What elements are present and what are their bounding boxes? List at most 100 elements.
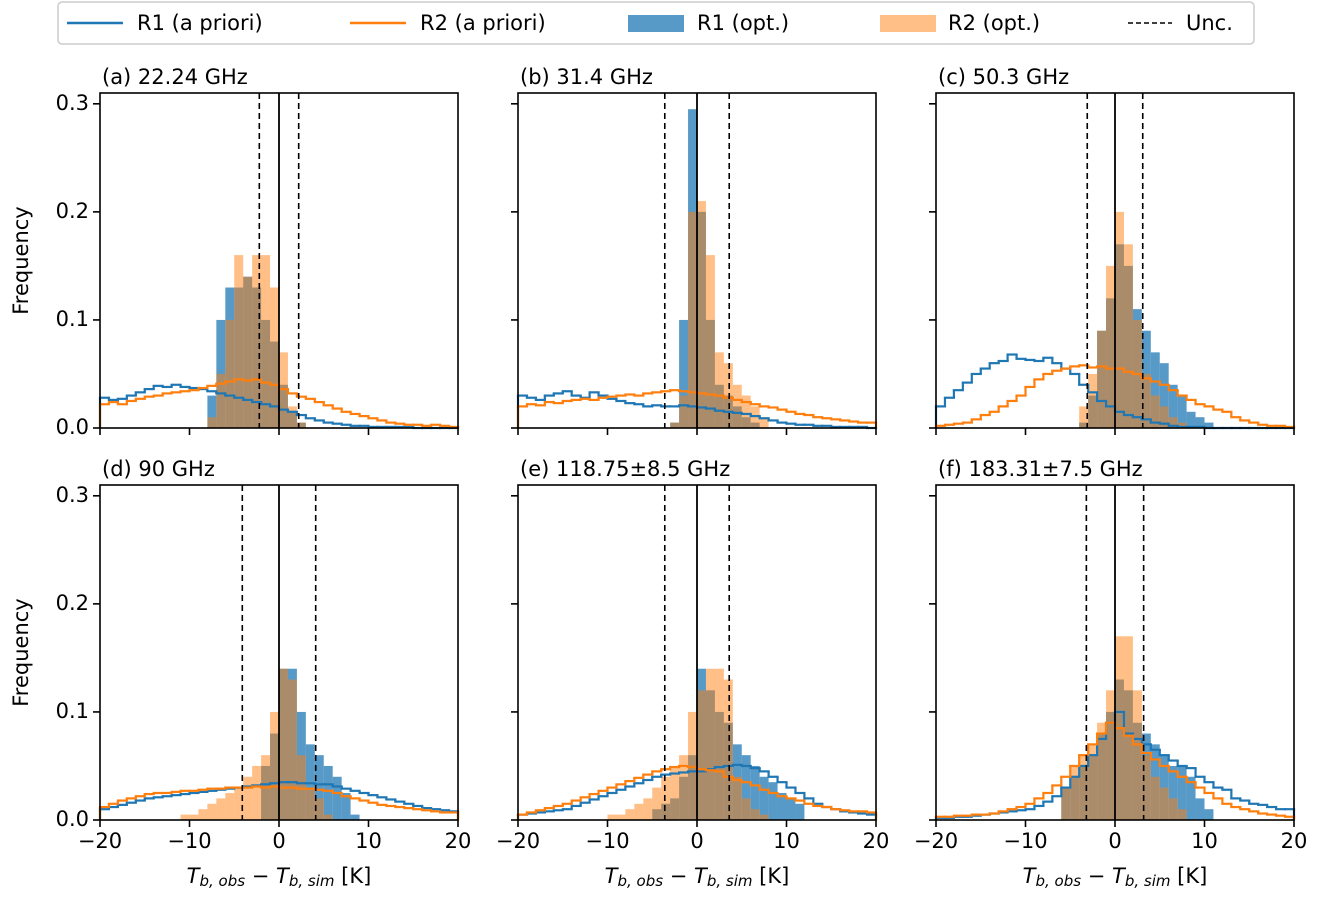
hist-bar bbox=[652, 787, 662, 820]
panel: −20 −10 0 10 20 (e) 118.75±8.5 GHz Tb, obs − T… bbox=[496, 457, 890, 890]
x-axis-label-part: [K] bbox=[753, 864, 790, 888]
x-tick-label: 20 bbox=[1281, 829, 1308, 853]
x-tick-label: 0 bbox=[690, 829, 703, 853]
x-axis-label-part: T bbox=[1023, 864, 1038, 888]
x-tick-label: −20 bbox=[78, 829, 122, 853]
hist-bar bbox=[1123, 636, 1133, 820]
panel-title: (b) 31.4 GHz bbox=[520, 65, 653, 89]
hist-bar bbox=[1177, 809, 1187, 820]
panel: 0.0 0.1 0.2 0.3 (a) 22.24 GHz Frequency bbox=[9, 65, 460, 439]
hist-bar bbox=[634, 803, 644, 820]
hist-bar bbox=[723, 679, 733, 820]
panel-title: (c) 50.3 GHz bbox=[938, 65, 1069, 89]
hist-bar bbox=[670, 422, 680, 428]
hist-bar bbox=[1177, 395, 1187, 428]
x-tick-label: −10 bbox=[167, 829, 211, 853]
hist-bar bbox=[1186, 776, 1196, 820]
hist-bar bbox=[1159, 787, 1169, 820]
hist-bar bbox=[1204, 422, 1214, 428]
hist-bar bbox=[679, 395, 689, 428]
legend-label: R2 (opt.) bbox=[948, 11, 1040, 35]
hist-bar bbox=[625, 809, 635, 820]
y-tick-label: 0.1 bbox=[56, 307, 89, 331]
hist-bar bbox=[1159, 406, 1169, 428]
legend-label: R1 (opt.) bbox=[697, 11, 789, 35]
y-axis-label: Frequency bbox=[9, 598, 33, 707]
panel-title: (f) 183.31±7.5 GHz bbox=[938, 457, 1143, 481]
hist-bar bbox=[1168, 384, 1178, 428]
hist-bar bbox=[795, 803, 805, 820]
y-tick-label: 0.2 bbox=[56, 591, 89, 615]
hist-bar bbox=[607, 814, 617, 820]
hist-bar bbox=[234, 255, 244, 428]
hist-bar bbox=[252, 255, 262, 428]
hist-bar bbox=[1079, 406, 1089, 428]
panel-title: (d) 90 GHz bbox=[102, 457, 215, 481]
hist-bar bbox=[697, 690, 706, 820]
hist-bar bbox=[1088, 744, 1098, 820]
x-tick-label: 10 bbox=[1191, 829, 1218, 853]
hist-bar bbox=[1177, 765, 1187, 820]
panel: (b) 31.4 GHz bbox=[511, 65, 878, 435]
hist-bar bbox=[1097, 722, 1107, 820]
hist-bar bbox=[616, 814, 626, 820]
hist-bar bbox=[643, 798, 653, 820]
hist-bar bbox=[705, 668, 715, 820]
legend-swatch bbox=[628, 15, 684, 32]
hist-bar bbox=[1123, 244, 1133, 428]
hist-bar bbox=[252, 765, 262, 820]
y-tick-label: 0.0 bbox=[56, 415, 89, 439]
hist-bar bbox=[1150, 352, 1160, 428]
x-axis-label-part: − T bbox=[663, 864, 709, 888]
legend-label: R2 (a priori) bbox=[420, 11, 546, 35]
hist-bar bbox=[243, 276, 253, 428]
x-axis-label-part: b, obs bbox=[617, 872, 663, 890]
hist-bar bbox=[1168, 765, 1178, 820]
hist-bar bbox=[786, 798, 796, 820]
x-tick-label: 0 bbox=[272, 829, 285, 853]
x-axis-label-part: − T bbox=[245, 864, 291, 888]
hist-bar bbox=[750, 765, 760, 820]
hist-bar bbox=[697, 201, 706, 428]
hist-bar bbox=[661, 776, 671, 820]
x-axis-label-part: [K] bbox=[1171, 864, 1208, 888]
hist-bar bbox=[723, 363, 733, 428]
hist-bar bbox=[270, 711, 279, 820]
hist-bar bbox=[670, 765, 680, 820]
hist-bar bbox=[350, 814, 360, 820]
hist-bar bbox=[679, 319, 689, 428]
panel: −20 −10 0 10 20 0.0 0.1 0.2 0.3 (d) 90 GHz Frequen… bbox=[9, 457, 471, 890]
hist-bar bbox=[1195, 417, 1205, 428]
hist-bar bbox=[1150, 395, 1160, 428]
hist-bar bbox=[732, 384, 742, 428]
hist-bar bbox=[279, 668, 288, 820]
hist-bar bbox=[287, 406, 297, 428]
hist-bar bbox=[323, 765, 333, 820]
hist-bar bbox=[1132, 690, 1142, 820]
hist-bar bbox=[270, 287, 279, 428]
hist-bar bbox=[1061, 787, 1071, 820]
x-axis-label-part: b, sim bbox=[289, 872, 335, 890]
hist-bar bbox=[189, 814, 199, 820]
x-axis-label-part: b, obs bbox=[1035, 872, 1081, 890]
hist-bar bbox=[1177, 422, 1187, 428]
x-axis-label-part: T bbox=[187, 864, 202, 888]
y-tick-label: 0.1 bbox=[56, 699, 89, 723]
hist-bar bbox=[759, 814, 769, 820]
legend-swatch bbox=[880, 15, 936, 32]
x-tick-label: 10 bbox=[773, 829, 800, 853]
x-tick-label: −10 bbox=[1003, 829, 1047, 853]
hist-bar bbox=[207, 803, 217, 820]
hist-bar bbox=[741, 395, 751, 428]
hist-bar bbox=[207, 395, 217, 428]
hist-bar bbox=[216, 373, 226, 428]
hist-bar bbox=[198, 809, 208, 820]
hist-bar bbox=[714, 352, 724, 428]
hist-bar bbox=[741, 798, 751, 820]
hist-bar bbox=[777, 792, 787, 820]
x-tick-label: 20 bbox=[445, 829, 472, 853]
x-axis-label-part: b, sim bbox=[707, 872, 753, 890]
y-tick-label: 0.2 bbox=[56, 199, 89, 223]
hist-bar bbox=[1141, 755, 1151, 820]
hist-bar bbox=[225, 319, 235, 428]
